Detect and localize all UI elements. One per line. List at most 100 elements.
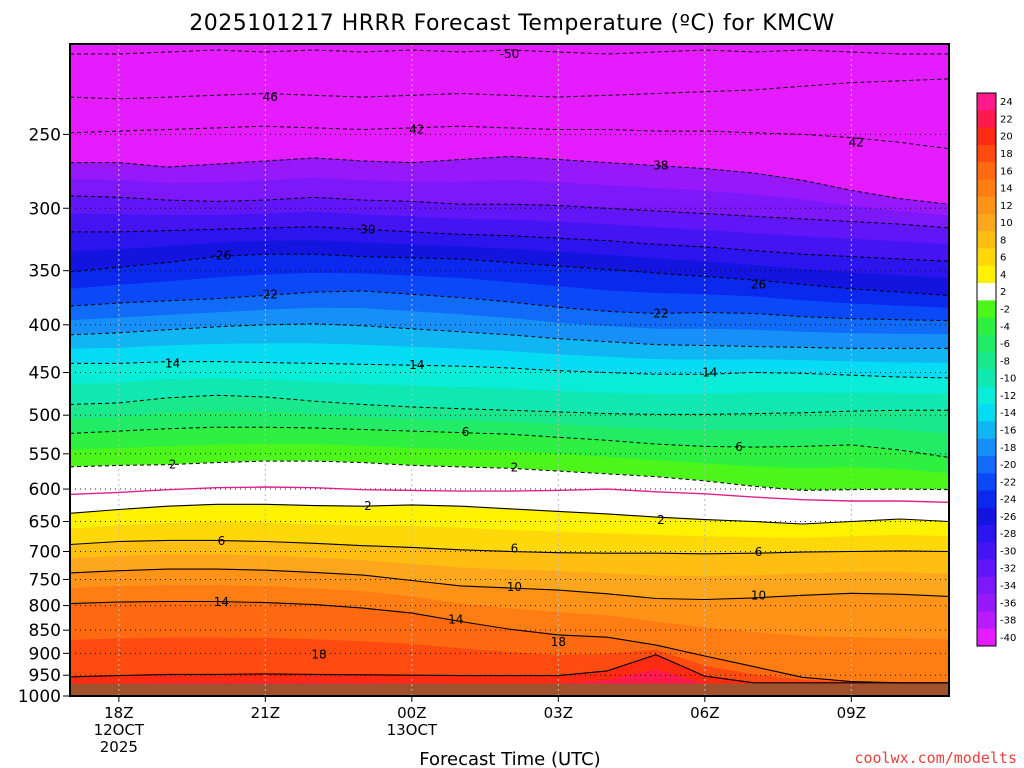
x-tick-date: 13OCT xyxy=(387,721,438,739)
contour-label: 30 xyxy=(360,222,375,236)
contour-label: 2 xyxy=(657,513,665,527)
colorbar-cell xyxy=(977,352,996,370)
colorbar-label: -24 xyxy=(1000,495,1016,506)
colorbar-cell xyxy=(977,576,996,595)
x-tick-label: 21Z xyxy=(251,704,280,722)
colorbar-cell xyxy=(977,179,996,197)
colorbar-label: 20 xyxy=(1000,132,1013,143)
colorbar-cell xyxy=(977,404,996,422)
y-tick-label: 550 xyxy=(29,445,61,465)
colorbar-cell xyxy=(977,369,996,388)
y-tick-label: 600 xyxy=(29,480,61,500)
contour-line-warm xyxy=(70,568,949,601)
colorbar-label: -2 xyxy=(1000,305,1010,316)
colorbar-label: -30 xyxy=(1000,546,1016,557)
colorbar-label: -4 xyxy=(1000,322,1010,333)
colorbar-label: -18 xyxy=(1000,443,1016,454)
x-tick-label: 03Z xyxy=(544,704,573,722)
y-tick-label: 500 xyxy=(29,406,61,426)
contour-label: 6 xyxy=(511,542,519,556)
colorbar-cell xyxy=(977,144,996,163)
colorbar-label: 4 xyxy=(1000,270,1006,281)
colorbar-label: -20 xyxy=(1000,460,1016,471)
y-tick-label: 800 xyxy=(29,597,61,617)
colorbar-label: 16 xyxy=(1000,166,1013,177)
colorbar-cell xyxy=(977,386,996,405)
colorbar-label: -26 xyxy=(1000,512,1016,523)
contour-label: 14 xyxy=(165,356,180,370)
colorbar: 24 22 20 18 16 14 12 10 8 6 4 2 -2 -4 -6 -8 -10 -12 -14 -16… xyxy=(976,92,1016,647)
colorbar-label: -14 xyxy=(1000,408,1016,419)
colorbar-cell xyxy=(977,525,996,543)
colorbar-label: 22 xyxy=(1000,114,1013,125)
colorbar-label: 12 xyxy=(1000,201,1013,212)
colorbar-label: -8 xyxy=(1000,356,1010,367)
colorbar-label: 24 xyxy=(1000,97,1013,108)
y-tick-label: 1000 xyxy=(18,687,61,707)
colorbar-label: -16 xyxy=(1000,425,1016,436)
y-tick-label: 650 xyxy=(29,512,61,532)
contour-label: 14 xyxy=(448,613,463,627)
colorbar-cell xyxy=(977,334,996,353)
contour-label: 14 xyxy=(702,366,717,380)
x-tick-date: 12OCT xyxy=(94,721,145,739)
contour-label: 14 xyxy=(409,358,424,372)
colorbar-label: -28 xyxy=(1000,529,1016,540)
colorbar-cell xyxy=(977,611,996,630)
contour-label: 26 xyxy=(751,277,766,291)
contour-label: -26 xyxy=(212,248,232,262)
y-tick-label: 900 xyxy=(29,644,61,664)
colorbar-label: 8 xyxy=(1000,235,1006,246)
x-axis-title: Forecast Time (UTC) xyxy=(419,749,600,768)
contour-line-warm xyxy=(70,539,949,555)
colorbar-cell xyxy=(977,594,996,612)
colorbar-label: 6 xyxy=(1000,253,1006,264)
zero-degree-line xyxy=(70,486,949,503)
y-tick-label: 400 xyxy=(29,316,61,336)
colorbar-label: -34 xyxy=(1000,581,1016,592)
y-tick-label: 850 xyxy=(29,621,61,641)
contour-label: 6 xyxy=(755,545,763,559)
colorbar-cell xyxy=(977,196,996,215)
colorbar-cell xyxy=(977,265,996,284)
colorbar-label: 18 xyxy=(1000,149,1013,160)
y-tick-label: 450 xyxy=(29,364,61,384)
contour-label: 46 xyxy=(263,90,278,104)
y-tick-label: 350 xyxy=(29,262,61,282)
colorbar-cell xyxy=(977,438,996,457)
colorbar-cell xyxy=(977,127,996,146)
colorbar-cell xyxy=(977,455,996,474)
x-tick-year: 2025 xyxy=(100,738,138,756)
colorbar-cell xyxy=(977,507,996,526)
contour-line-cold xyxy=(70,253,949,296)
contour-label: 18 xyxy=(551,635,566,649)
colorbar-label: -38 xyxy=(1000,616,1016,627)
colorbar-cell xyxy=(977,248,996,267)
colorbar-frame xyxy=(976,92,997,647)
y-tick-label: 300 xyxy=(29,199,61,219)
colorbar-cell xyxy=(977,473,996,491)
chart-title: 2025101217 HRRR Forecast Temperature (ºC… xyxy=(189,11,834,36)
colorbar-label: 2 xyxy=(1000,287,1006,298)
contour-label: 6 xyxy=(218,534,226,548)
x-tick-label: 18Z xyxy=(104,704,133,722)
colorbar-label: 10 xyxy=(1000,218,1013,229)
colorbar-cell xyxy=(977,559,996,578)
y-tick-label: 700 xyxy=(29,543,61,563)
contour-label: -50 xyxy=(500,47,520,61)
contour-label: 22 xyxy=(263,287,278,301)
colorbar-cell xyxy=(977,110,996,128)
x-tick-label: 09Z xyxy=(837,704,866,722)
plot-frame xyxy=(69,43,950,697)
contour-label: 42 xyxy=(849,135,864,149)
contour-label: 10 xyxy=(507,580,522,594)
colorbar-label: 14 xyxy=(1000,184,1013,195)
contour-label: 6 xyxy=(462,425,470,439)
contour-label: 18 xyxy=(311,648,326,662)
colorbar-label: -12 xyxy=(1000,391,1016,402)
contour-label: 38 xyxy=(653,159,668,173)
colorbar-label: -32 xyxy=(1000,564,1016,575)
contour-label: 6 xyxy=(735,440,743,454)
